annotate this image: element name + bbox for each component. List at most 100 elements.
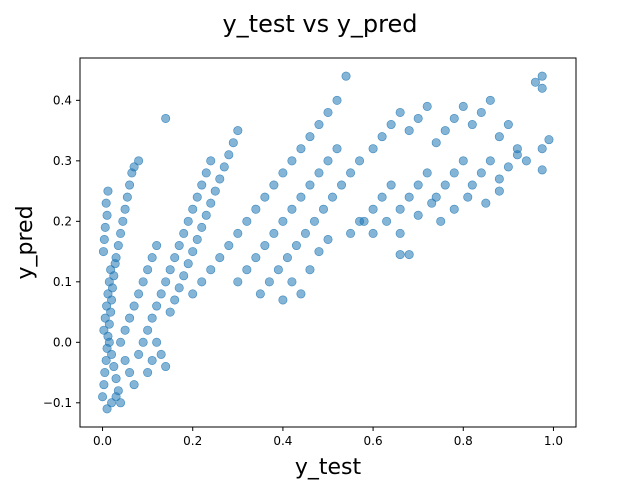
scatter-point — [431, 138, 441, 148]
scatter-point — [332, 95, 342, 105]
scatter-point — [449, 113, 459, 123]
scatter-point — [113, 241, 123, 251]
scatter-point — [255, 289, 265, 299]
scatter-point — [305, 132, 315, 142]
x-axis-ticks: 0.0 0.2 0.4 0.6 0.8 1.0 — [93, 427, 563, 448]
scatter-point — [300, 228, 310, 238]
scatter-point — [264, 277, 274, 287]
scatter-point — [188, 289, 198, 299]
scatter-point — [467, 180, 477, 190]
scatter-point — [103, 289, 113, 299]
scatter-point — [413, 210, 423, 220]
scatter-point — [318, 204, 328, 214]
scatter-point — [251, 204, 261, 214]
scatter-point — [188, 204, 198, 214]
scatter-point — [156, 289, 166, 299]
scatter-point — [120, 204, 130, 214]
scatter-point — [183, 259, 193, 269]
scatter-point — [485, 156, 495, 166]
scatter-point — [296, 289, 306, 299]
scatter-point — [260, 192, 270, 202]
scatter-point — [323, 234, 333, 244]
scatter-point — [197, 277, 207, 287]
scatter-point — [100, 368, 110, 378]
scatter-point — [309, 216, 319, 226]
scatter-point — [346, 168, 356, 178]
scatter-point — [273, 265, 283, 275]
scatter-point — [476, 168, 486, 178]
scatter-point — [143, 265, 153, 275]
scatter-point — [314, 247, 324, 257]
scatter-point — [134, 156, 144, 166]
scatter-point — [422, 101, 432, 111]
scatter-point — [233, 126, 243, 136]
scatter-point — [109, 362, 119, 372]
scatter-point — [215, 174, 225, 184]
scatter-point — [99, 325, 109, 335]
scatter-point — [125, 368, 135, 378]
scatter-point — [368, 228, 378, 238]
scatter-point — [269, 180, 279, 190]
scatter-point — [101, 198, 111, 208]
scatter-point — [106, 265, 116, 275]
scatter-point — [382, 216, 392, 226]
scatter-point — [118, 216, 128, 226]
scatter-point — [215, 253, 225, 263]
x-axis-label: y_test — [295, 455, 362, 480]
scatter-point — [512, 150, 522, 160]
y-tick-label: 0.1 — [53, 275, 72, 289]
scatter-point — [156, 349, 166, 359]
scatter-point — [147, 253, 157, 263]
scatter-point — [134, 289, 144, 299]
scatter-point — [219, 162, 229, 172]
scatter-point — [287, 277, 297, 287]
scatter-point — [242, 216, 252, 226]
scatter-point — [152, 241, 162, 251]
scatter-point — [386, 180, 396, 190]
scatter-point — [537, 83, 547, 93]
scatter-point — [179, 228, 189, 238]
scatter-point — [436, 216, 446, 226]
scatter-point — [125, 180, 135, 190]
scatter-point — [122, 192, 132, 202]
scatter-point — [192, 192, 202, 202]
y-axis-label: y_pred — [13, 205, 38, 279]
scatter-point — [305, 265, 315, 275]
scatter-point — [314, 168, 324, 178]
y-tick-label: 0.4 — [53, 93, 72, 107]
scatter-point — [368, 144, 378, 154]
scatter-point — [260, 241, 270, 251]
y-tick-label: −0.1 — [43, 396, 72, 410]
scatter-point — [341, 71, 351, 81]
scatter-point — [449, 204, 459, 214]
scatter-point — [458, 156, 468, 166]
scatter-point — [377, 132, 387, 142]
scatter-point — [120, 355, 130, 365]
scatter-point — [278, 295, 288, 305]
scatter-point — [395, 107, 405, 117]
scatter-point — [282, 253, 292, 263]
scatter-point — [224, 241, 234, 251]
scatter-point — [278, 216, 288, 226]
scatter-point — [206, 265, 216, 275]
scatter-point — [197, 222, 207, 232]
scatter-point — [503, 162, 513, 172]
scatter-point — [161, 277, 171, 287]
scatter-point — [102, 210, 112, 220]
scatter-point — [494, 186, 504, 196]
scatter-point — [296, 192, 306, 202]
scatter-point — [210, 186, 220, 196]
scatter-point — [355, 156, 365, 166]
scatter-point — [278, 168, 288, 178]
scatter-point — [165, 307, 175, 317]
scatter-point — [102, 404, 112, 414]
scatter-point — [413, 113, 423, 123]
y-tick-label: 0.3 — [53, 154, 72, 168]
scatter-point — [233, 228, 243, 238]
scatter-point — [201, 168, 211, 178]
scatter-point — [521, 156, 531, 166]
scatter-point — [179, 271, 189, 281]
scatter-point — [530, 77, 540, 87]
scatter-point — [100, 222, 110, 232]
